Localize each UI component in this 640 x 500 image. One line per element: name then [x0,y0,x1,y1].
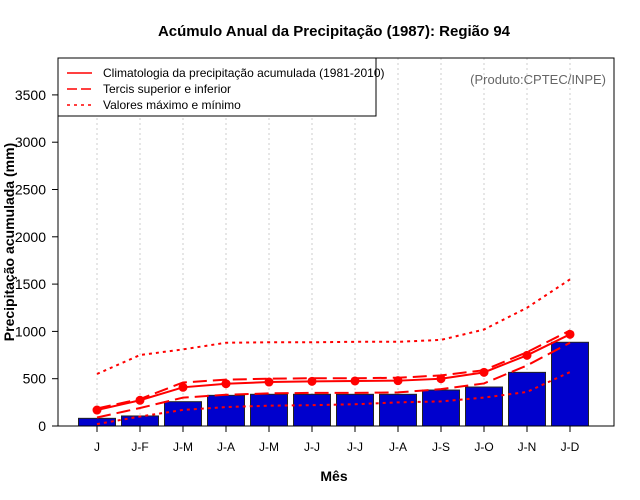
series-point [522,350,532,360]
bar [422,389,460,427]
y-tick-label: 1500 [15,276,46,292]
bar [379,393,417,427]
credit-label: (Produto:CPTEC/INPE) [470,72,606,87]
bar [465,386,503,427]
legend-label: Climatologia da precipitação acumulada (… [103,66,385,80]
x-tick-label: J-D [561,440,580,454]
series-line [96,333,571,411]
bars [78,341,589,427]
y-tick-label: 0 [38,418,46,434]
series-line [96,371,571,426]
x-tick-label: J [94,440,100,454]
lines [92,278,575,426]
bar [293,393,331,427]
series-point [178,382,188,392]
x-tick-label: J-M [259,440,279,454]
chart-title: Acúmulo Anual da Precipitação (1987): Re… [158,23,511,40]
x-tick-label: J-M [173,440,193,454]
bar [250,393,288,427]
series-point [221,379,231,389]
bar [207,394,245,427]
x-tick-label: J-N [518,440,537,454]
x-axis-label: Mês [320,468,347,484]
y-tick-label: 3000 [15,134,46,150]
bar [78,417,116,427]
series-line [96,329,571,410]
bar [336,393,374,427]
legend: Climatologia da precipitação acumulada (… [57,57,385,117]
x-tick-label: J-S [432,440,450,454]
grid [96,58,571,426]
x-tick-label: J-A [217,440,235,454]
legend-label: Valores máximo e mínimo [103,98,241,112]
y-tick-label: 3500 [15,87,46,103]
x-tick-label: J-F [131,440,148,454]
series-point [264,377,274,387]
y-axis-label: Precipitação acumulada (mm) [1,143,17,341]
legend-label: Tercis superior e inferior [103,82,231,96]
bar [508,371,546,427]
series-line [96,278,571,375]
y-tick-label: 500 [23,371,47,387]
bar [551,341,589,427]
x-tick-label: J-O [474,440,493,454]
x-axis: J J-F J-M J-A J-M J-J J-J J-A J-S J-O J-N J-D [94,426,580,454]
x-tick-label: J-J [304,440,320,454]
y-tick-label: 2500 [15,182,46,198]
x-tick-label: J-J [347,440,363,454]
y-axis: 0 500 1000 1500 2000 2500 3000 3500 [15,87,59,434]
legend-box [57,57,377,117]
y-tick-label: 2000 [15,229,46,245]
series-line [96,341,571,419]
y-tick-label: 1000 [15,323,46,339]
bar [164,401,202,427]
x-tick-label: J-A [389,440,407,454]
